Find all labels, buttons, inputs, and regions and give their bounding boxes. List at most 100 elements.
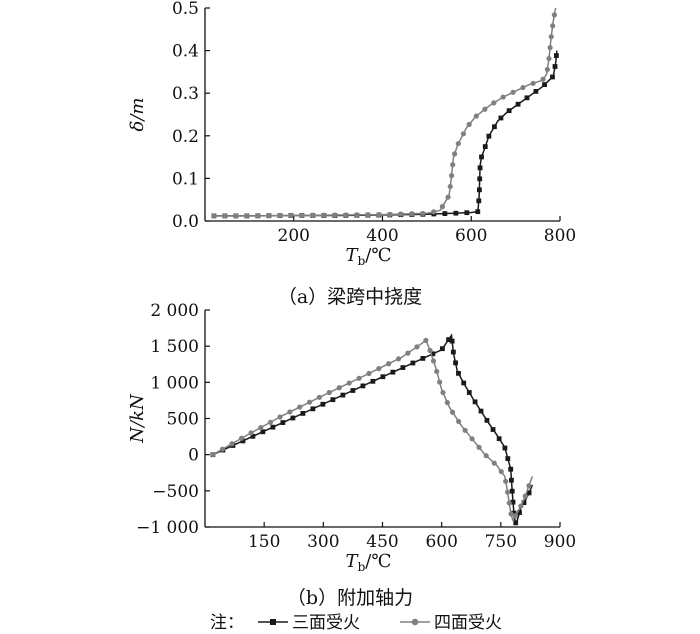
legend-label-four-side: 四面受火 [434,613,502,633]
x-tick-label: 300 [307,532,339,552]
data-point [540,76,546,82]
data-point [473,113,479,119]
data-point [553,53,559,58]
data-point [354,212,360,218]
data-point [423,337,429,344]
x-tick-label: 800 [544,226,576,246]
data-point [483,453,489,459]
data-point [513,520,519,526]
data-point [510,89,516,95]
data-point [505,456,511,462]
caption-a: （a）梁跨中挠度 [278,286,422,308]
data-point [316,394,322,400]
data-point [219,446,226,452]
x-axis-label-unit: /℃ [365,245,391,266]
data-point [482,106,488,112]
data-point [490,427,496,432]
data-point [475,209,481,215]
data-point [506,108,512,114]
legend-marker-three-side [258,619,288,625]
data-point [287,409,293,415]
data-point [299,212,305,218]
data-point [321,212,327,218]
data-point [366,370,372,377]
data-point [229,441,235,447]
data-point [430,351,436,357]
y-tick-label: 500 [167,410,199,430]
data-point [550,23,556,29]
data-point [466,121,472,128]
data-point [503,478,509,484]
data-point [405,350,411,356]
legend-label-three-side: 三面受火 [292,613,360,633]
data-point [477,176,483,182]
data-point [442,211,448,217]
x-tick-label: 150 [248,532,280,552]
data-point [290,415,296,421]
data-point [477,165,483,171]
data-point [260,429,266,435]
data-point [462,427,468,433]
data-point [526,490,532,496]
data-point [479,154,484,160]
x-axis-label: Tb/℃ [346,551,392,574]
data-point [270,424,276,430]
data-point [506,500,512,506]
data-point [498,115,504,121]
data-point [258,425,264,431]
data-point [456,370,461,376]
data-point [517,510,522,515]
data-point [508,511,514,517]
y-tick-label: 0.5 [172,0,199,19]
data-point [280,420,286,425]
y-axis-label: δ/m [127,98,148,132]
data-point [277,212,283,219]
data-point [434,368,440,375]
data-point [477,187,482,193]
data-point [330,397,336,403]
y-tick-label: 0.1 [172,169,199,189]
data-point [515,101,521,107]
data-point [288,212,294,219]
data-point [440,346,445,352]
x-tick-label: 200 [278,226,310,246]
data-point [430,358,437,364]
data-point [448,173,455,179]
x-axis-label-sub: b [358,560,366,574]
data-point [520,84,526,91]
data-point [509,477,514,483]
data-point [486,133,492,139]
data-point [522,493,528,499]
data-point [420,210,426,217]
data-point [238,435,245,441]
x-tick-label: 750 [485,532,517,552]
data-point [504,489,511,495]
x-axis-label-main: T [346,245,360,266]
data-point [533,88,539,94]
data-point [380,374,386,380]
data-point [445,194,451,200]
data-point [444,400,450,406]
data-point [240,438,246,444]
y-tick-label: 0 [188,446,199,466]
data-point [472,399,478,405]
data-point [510,499,516,505]
x-tick-label: 900 [544,532,576,552]
data-point [414,344,420,350]
data-point [524,95,530,101]
data-point [387,211,393,217]
data-point [310,406,316,412]
x-tick-label: 400 [366,226,398,246]
data-point [370,378,376,384]
data-point [248,430,254,436]
data-point [409,211,415,217]
legend-prefix: 注： [210,613,244,633]
series-line-four-side [213,7,557,217]
data-point [452,151,458,157]
y-tick-label: 0.4 [172,42,199,62]
data-point [211,213,217,219]
data-point [478,408,484,414]
data-point [449,409,456,415]
y-tick-label: 0.3 [172,84,199,104]
data-point [320,401,326,407]
